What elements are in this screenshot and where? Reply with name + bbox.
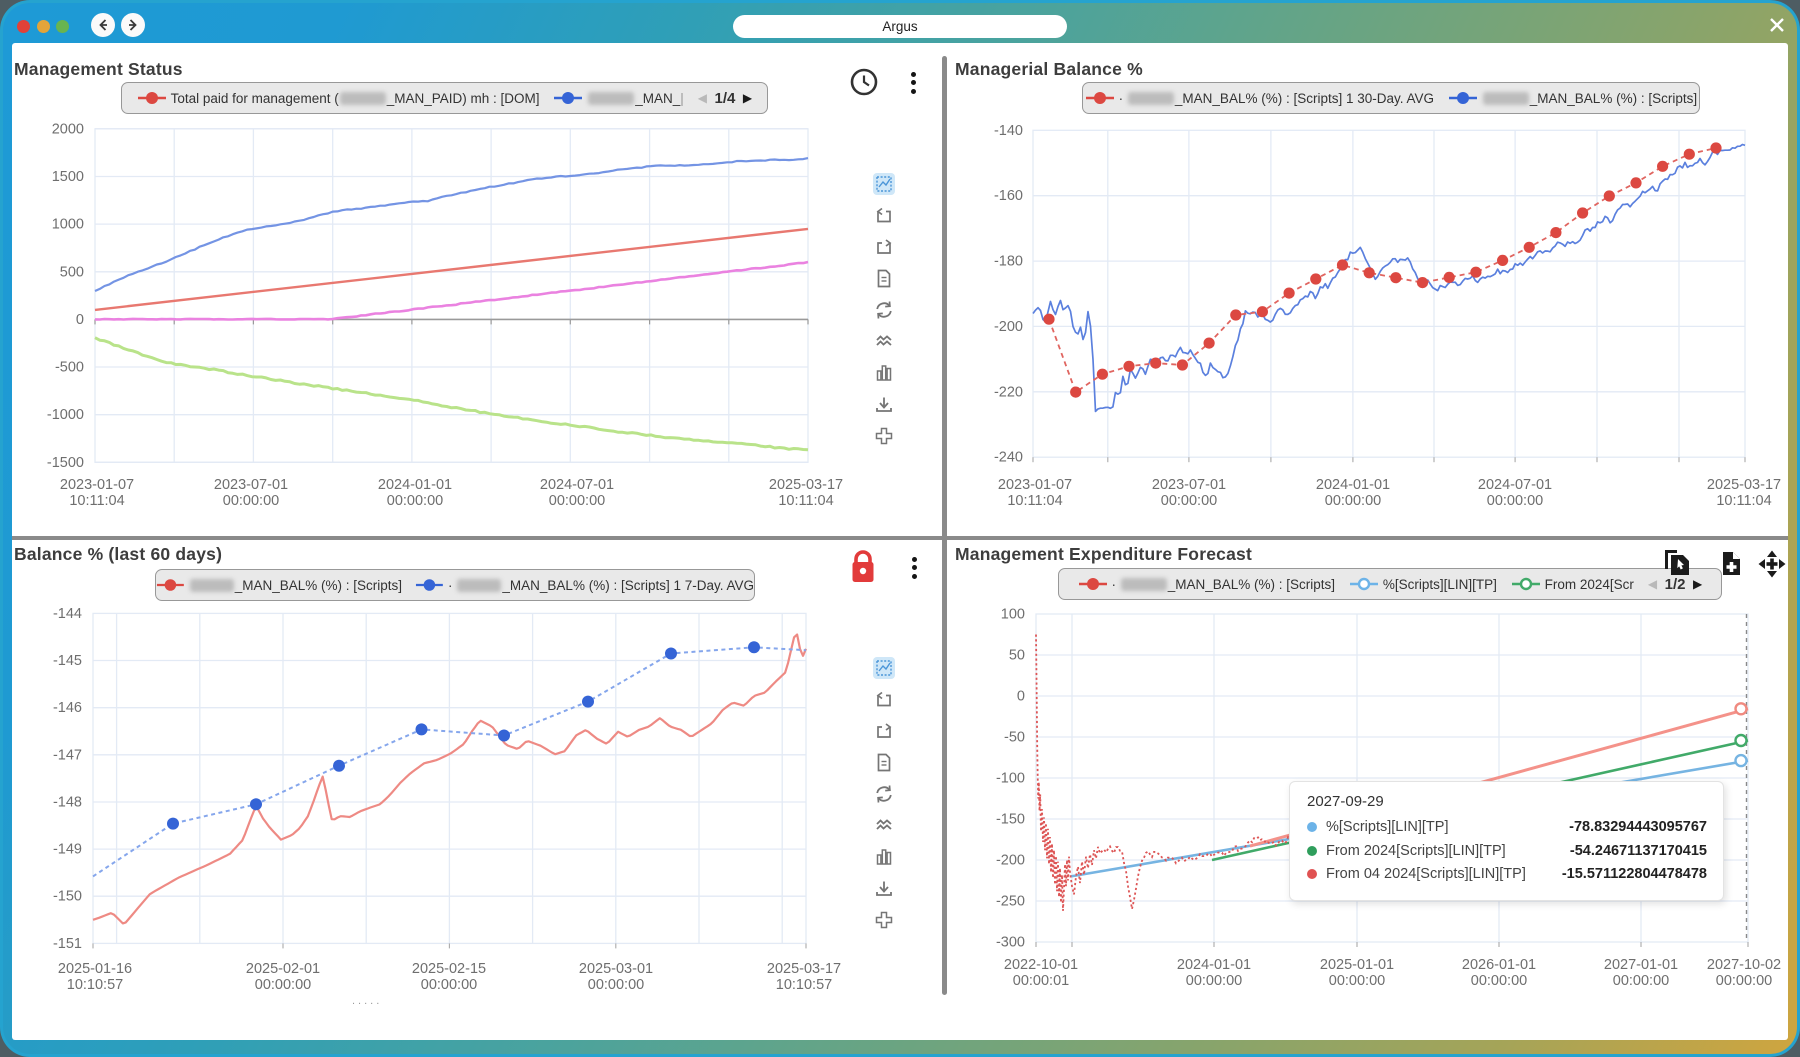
svg-text:10:11:04: 10:11:04 (69, 493, 124, 509)
svg-text:2025-01-01: 2025-01-01 (1320, 957, 1394, 973)
svg-text:00:00:00: 00:00:00 (1161, 493, 1217, 509)
svg-text:2000: 2000 (52, 121, 84, 137)
svg-text:-147: -147 (53, 747, 82, 763)
svg-text:00:00:00: 00:00:00 (223, 493, 279, 509)
svg-text:1000: 1000 (52, 217, 84, 233)
svg-text:2025-03-01: 2025-03-01 (579, 961, 653, 977)
svg-text:-180: -180 (994, 254, 1023, 270)
svg-text:-50: -50 (1004, 730, 1025, 746)
svg-text:-145: -145 (53, 653, 82, 669)
svg-text:-149: -149 (53, 842, 82, 858)
svg-text:10:10:57: 10:10:57 (67, 977, 123, 993)
svg-text:2024-01-01: 2024-01-01 (378, 477, 452, 493)
svg-text:2025-03-17: 2025-03-17 (769, 477, 843, 493)
svg-text:-250: -250 (996, 894, 1025, 910)
svg-text:-151: -151 (53, 936, 82, 952)
svg-text:100: 100 (1001, 607, 1025, 623)
svg-text:2027-01-01: 2027-01-01 (1604, 957, 1678, 973)
svg-text:00:00:00: 00:00:00 (1487, 493, 1543, 509)
svg-text:2023-01-07: 2023-01-07 (998, 477, 1072, 493)
svg-text:1500: 1500 (52, 169, 84, 185)
svg-text:00:00:00: 00:00:00 (1325, 493, 1381, 509)
svg-text:00:00:00: 00:00:00 (1471, 973, 1527, 989)
svg-text:2026-01-01: 2026-01-01 (1462, 957, 1536, 973)
svg-text:10:10:57: 10:10:57 (776, 977, 832, 993)
svg-text:-500: -500 (55, 360, 84, 376)
svg-text:-146: -146 (53, 700, 82, 716)
svg-text:-140: -140 (994, 123, 1023, 139)
svg-text:2025-03-17: 2025-03-17 (1707, 477, 1781, 493)
svg-text:-240: -240 (994, 450, 1023, 466)
svg-text:00:00:00: 00:00:00 (588, 977, 644, 993)
svg-text:10:11:04: 10:11:04 (1716, 493, 1771, 509)
svg-text:00:00:00: 00:00:00 (549, 493, 605, 509)
svg-text:-200: -200 (994, 319, 1023, 335)
svg-text:00:00:01: 00:00:01 (1013, 973, 1069, 989)
svg-text:-160: -160 (994, 188, 1023, 204)
svg-text:2022-10-01: 2022-10-01 (1004, 957, 1078, 973)
svg-text:00:00:00: 00:00:00 (1716, 973, 1772, 989)
svg-text:-1500: -1500 (47, 455, 84, 471)
svg-text:2024-07-01: 2024-07-01 (540, 477, 614, 493)
svg-text:-150: -150 (996, 812, 1025, 828)
svg-text:50: 50 (1009, 648, 1025, 664)
svg-text:-148: -148 (53, 795, 82, 811)
svg-text:2023-01-07: 2023-01-07 (60, 477, 134, 493)
svg-text:00:00:00: 00:00:00 (1186, 973, 1242, 989)
svg-text:-100: -100 (996, 771, 1025, 787)
svg-text:2024-07-01: 2024-07-01 (1478, 477, 1552, 493)
svg-text:2025-03-17: 2025-03-17 (767, 961, 841, 977)
svg-text:2027-10-02: 2027-10-02 (1707, 957, 1781, 973)
svg-text:10:11:04: 10:11:04 (778, 493, 833, 509)
svg-text:0: 0 (1017, 689, 1025, 705)
svg-text:2025-02-15: 2025-02-15 (412, 961, 486, 977)
svg-text:00:00:00: 00:00:00 (421, 977, 477, 993)
svg-text:2023-07-01: 2023-07-01 (1152, 477, 1226, 493)
svg-text:500: 500 (60, 264, 84, 280)
svg-text:2025-01-16: 2025-01-16 (58, 961, 132, 977)
svg-text:-300: -300 (996, 935, 1025, 951)
svg-text:00:00:00: 00:00:00 (1329, 973, 1385, 989)
svg-text:-150: -150 (53, 889, 82, 905)
svg-text:-144: -144 (53, 606, 82, 622)
svg-text:-1000: -1000 (47, 407, 84, 423)
svg-text:2023-07-01: 2023-07-01 (214, 477, 288, 493)
svg-text:0: 0 (76, 312, 84, 328)
svg-text:2024-01-01: 2024-01-01 (1316, 477, 1390, 493)
svg-text:2024-01-01: 2024-01-01 (1177, 957, 1251, 973)
svg-text:00:00:00: 00:00:00 (1613, 973, 1669, 989)
svg-text:10:11:04: 10:11:04 (1007, 493, 1062, 509)
svg-text:2025-02-01: 2025-02-01 (246, 961, 320, 977)
svg-text:-220: -220 (994, 384, 1023, 400)
svg-text:-200: -200 (996, 853, 1025, 869)
svg-text:00:00:00: 00:00:00 (387, 493, 443, 509)
svg-text:00:00:00: 00:00:00 (255, 977, 311, 993)
